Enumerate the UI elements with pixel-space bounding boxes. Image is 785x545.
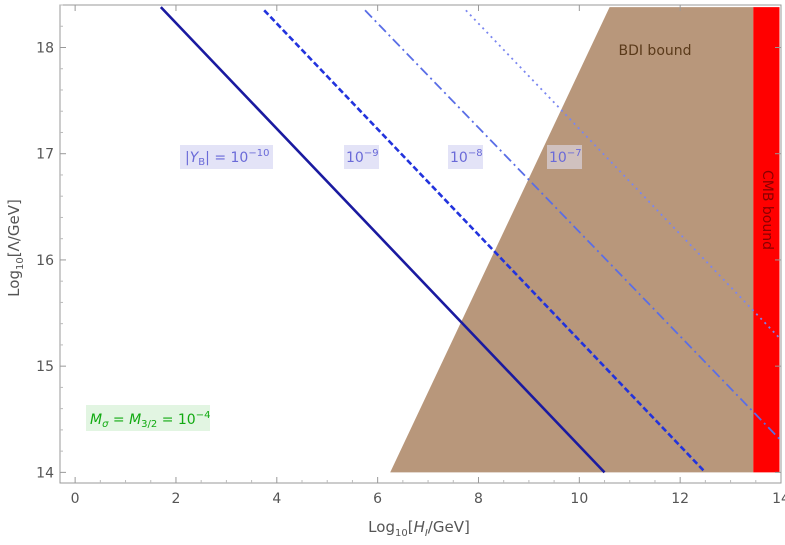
mass-label-bg — [86, 405, 210, 431]
plot-border — [59, 4, 782, 484]
region-bdi — [390, 7, 754, 473]
bdi-bound-label: BDI bound — [618, 43, 691, 59]
y-tick-label: 16 — [36, 253, 54, 269]
yb-label-8-text: 10−8 — [450, 148, 483, 166]
yb-label-8-bg — [448, 145, 483, 169]
y-axis-ticks: 14 15 16 17 18 — [36, 4, 781, 481]
series-line-2 — [263, 9, 707, 474]
yb-label-main-text: |YB| = 10−10 — [185, 148, 269, 168]
yb-label-8: 10−8 — [448, 145, 483, 169]
plot-frame — [59, 4, 782, 484]
yb-label-main-bg — [180, 145, 273, 169]
yb-label-9-bg — [344, 145, 379, 169]
bound-regions — [390, 7, 780, 473]
yb-label-7: 10−7 — [547, 145, 582, 169]
yb-label-7-text: 10−7 — [549, 148, 582, 166]
y-tick-label: 18 — [36, 40, 54, 56]
x-tick-label: 8 — [474, 491, 483, 507]
y-tick-label: 17 — [36, 147, 54, 163]
y-axis-label: Log10[Λ/GeV] — [5, 199, 26, 297]
mass-label-text: Mσ = M3/2 = 10−4 — [90, 410, 210, 430]
yb-label-9-text: 10−9 — [346, 148, 379, 166]
y-tick-label: 15 — [36, 359, 54, 375]
series-line-4 — [465, 9, 782, 341]
y-tick-label: 14 — [36, 465, 54, 481]
yb-label-7-bg — [547, 145, 582, 169]
x-axis-ticks: 0 2 4 6 8 10 12 14 — [71, 5, 785, 507]
x-tick-label: 6 — [373, 491, 382, 507]
x-tick-label: 12 — [671, 491, 689, 507]
contour-lines — [159, 6, 782, 474]
x-axis-label: Log10[HI/GeV] — [368, 518, 470, 539]
x-tick-label: 0 — [71, 491, 80, 507]
yb-label-9: 10−9 — [344, 145, 379, 169]
yb-label-main: |YB| = 10−10 — [180, 145, 273, 169]
x-tick-label: 10 — [570, 491, 588, 507]
x-tick-label: 14 — [772, 491, 785, 507]
series-line-1 — [159, 6, 606, 474]
mass-label: Mσ = M3/2 = 10−4 — [86, 405, 210, 431]
x-tick-label: 4 — [272, 491, 281, 507]
cmb-bound-label: CMB bound — [759, 170, 775, 250]
x-tick-label: 2 — [172, 491, 181, 507]
region-cmb — [753, 7, 780, 473]
